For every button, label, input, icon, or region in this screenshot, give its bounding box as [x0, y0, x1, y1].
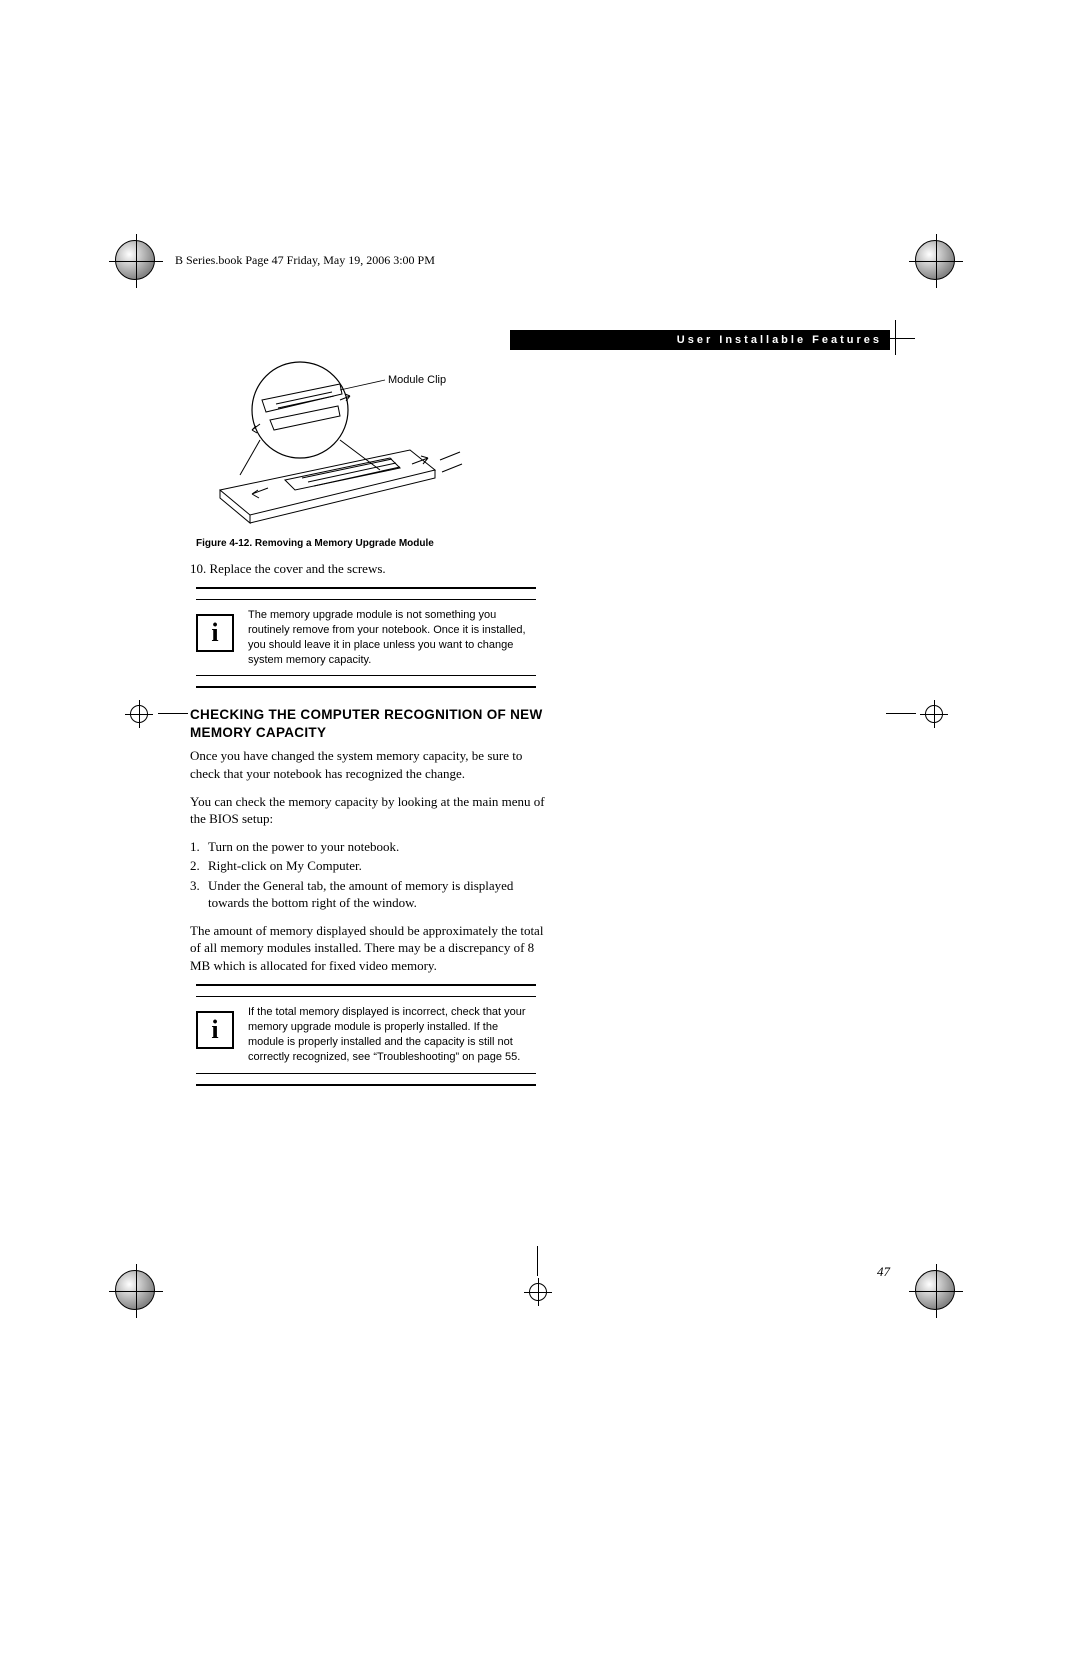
page-meta: B Series.book Page 47 Friday, May 19, 20… — [175, 253, 435, 268]
paragraph-1: Once you have changed the system memory … — [190, 747, 550, 782]
paragraph-3: The amount of memory displayed should be… — [190, 922, 550, 975]
crop-mark-tr — [915, 240, 957, 282]
list-item-text: Under the General tab, the amount of mem… — [208, 877, 550, 912]
list-item-text: Right-click on My Computer. — [208, 857, 362, 875]
note-1-text: The memory upgrade module is not somethi… — [248, 608, 536, 667]
list-item: 3.Under the General tab, the amount of m… — [190, 877, 550, 912]
figure-4-12: Module Clip — [190, 360, 470, 530]
crop-mark-tl — [115, 240, 157, 282]
module-clip-label: Module Clip — [388, 374, 446, 386]
reg-mark-right — [920, 700, 948, 728]
note-box-1: i The memory upgrade module is not somet… — [196, 587, 536, 688]
figure-caption: Figure 4-12. Removing a Memory Upgrade M… — [196, 538, 550, 549]
info-icon: i — [196, 1011, 234, 1049]
crop-mark-bl — [115, 1270, 157, 1312]
reg-mark-left — [125, 700, 153, 728]
crop-mark-br — [915, 1270, 957, 1312]
page-content: User Installable Features — [190, 330, 890, 1210]
page-number: 47 — [877, 1264, 890, 1280]
section-header-bar: User Installable Features — [510, 330, 890, 350]
list-item-text: Turn on the power to your notebook. — [208, 838, 399, 856]
reg-mark-bottom — [524, 1278, 552, 1306]
info-icon: i — [196, 614, 234, 652]
paragraph-2: You can check the memory capacity by loo… — [190, 793, 550, 828]
note-box-2: i If the total memory displayed is incor… — [196, 984, 536, 1085]
list-item: 2.Right-click on My Computer. — [190, 857, 550, 875]
ordered-steps: 1.Turn on the power to your notebook. 2.… — [190, 838, 550, 912]
heading-check-memory: CHECKING THE COMPUTER RECOGNITION OF NEW… — [190, 706, 550, 741]
list-item: 1.Turn on the power to your notebook. — [190, 838, 550, 856]
step-10: 10. Replace the cover and the screws. — [190, 561, 550, 577]
note-2-text: If the total memory displayed is incorre… — [248, 1005, 536, 1064]
